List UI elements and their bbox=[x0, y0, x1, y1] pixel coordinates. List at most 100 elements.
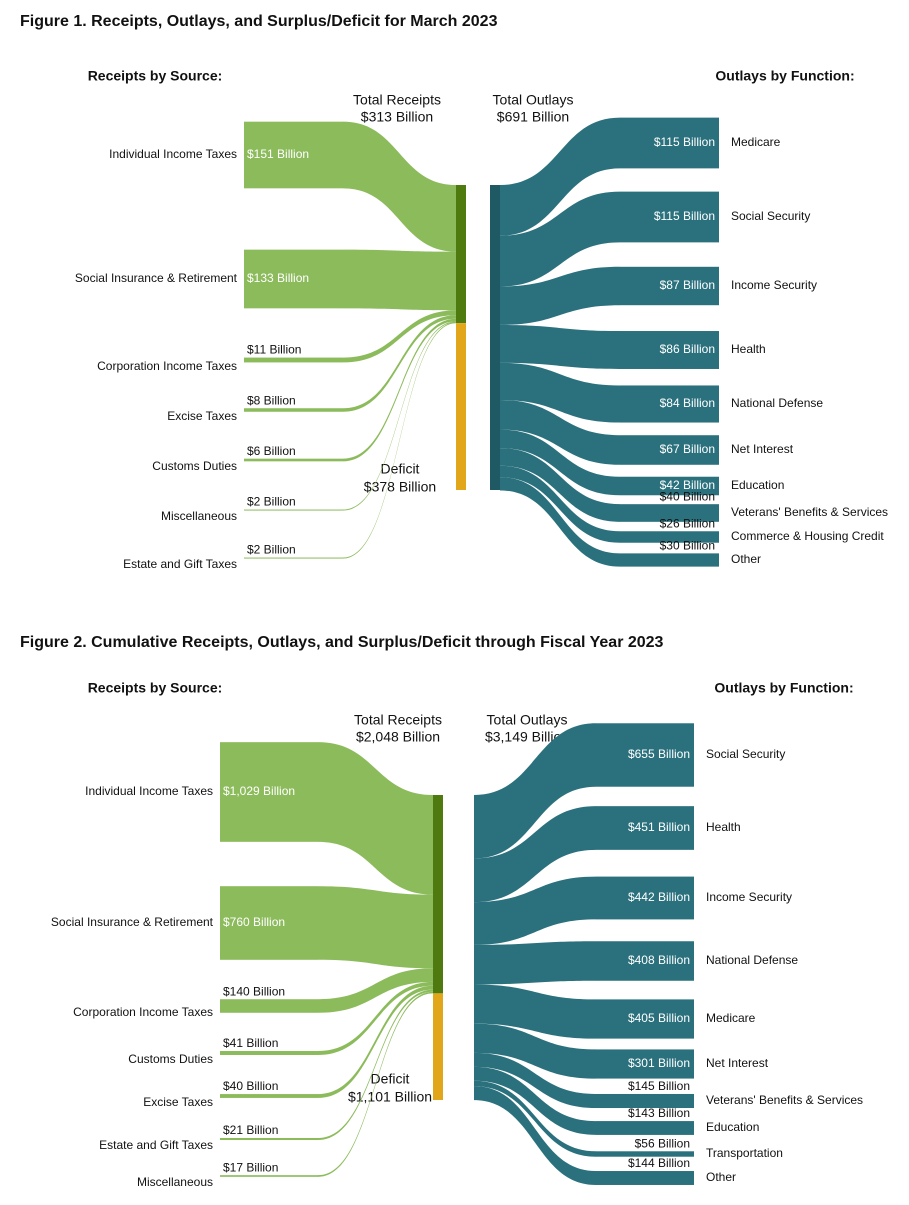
receipt-label: Estate and Gift Taxes bbox=[123, 557, 237, 571]
receipt-flow bbox=[318, 981, 433, 1055]
outlay-node bbox=[596, 941, 694, 981]
outlay-value-label: $301 Billion bbox=[628, 1056, 690, 1070]
receipt-label: Corporation Income Taxes bbox=[97, 359, 237, 373]
receipt-label: Miscellaneous bbox=[137, 1175, 213, 1189]
outlay-value-label: $84 Billion bbox=[660, 396, 715, 410]
total-receipts-bar bbox=[433, 795, 443, 994]
outlay-value-label: $408 Billion bbox=[628, 953, 690, 967]
outlay-label: Transportation bbox=[706, 1146, 783, 1160]
outlay-flow bbox=[474, 1023, 596, 1079]
outlay-flow bbox=[500, 266, 620, 325]
outlay-label: Social Security bbox=[731, 209, 810, 223]
receipt-label: Miscellaneous bbox=[161, 509, 237, 523]
receipt-flow bbox=[343, 121, 456, 252]
outlay-node bbox=[620, 385, 719, 423]
outlay-label: Education bbox=[731, 478, 784, 492]
total-receipts-label: Total Receipts bbox=[354, 712, 442, 728]
receipt-node bbox=[244, 249, 343, 309]
receipt-node bbox=[244, 458, 343, 462]
figure-title: Figure 2. Cumulative Receipts, Outlays, … bbox=[20, 634, 664, 651]
receipt-label: Customs Duties bbox=[128, 1052, 213, 1066]
receipt-value-label: $1,029 Billion bbox=[223, 784, 295, 798]
outlay-node bbox=[620, 553, 719, 567]
outlay-label: Medicare bbox=[731, 135, 781, 149]
receipt-node bbox=[220, 886, 318, 960]
receipt-flow bbox=[318, 742, 433, 895]
receipt-label: Individual Income Taxes bbox=[109, 147, 237, 161]
deficit-value: $378 Billion bbox=[364, 479, 436, 495]
outlay-flow bbox=[500, 362, 620, 423]
outlay-label: Medicare bbox=[706, 1011, 756, 1025]
total-outlays-label: Total Outlays bbox=[493, 92, 574, 108]
receipt-node bbox=[220, 1051, 318, 1055]
outlay-label: Commerce & Housing Credit bbox=[731, 529, 884, 543]
outlay-node bbox=[596, 1171, 694, 1185]
receipt-flow bbox=[318, 985, 433, 1098]
outlay-label: Veterans' Benefits & Services bbox=[731, 505, 888, 519]
receipt-node bbox=[220, 742, 318, 842]
outlay-label: Net Interest bbox=[731, 442, 794, 456]
outlay-value-label: $115 Billion bbox=[654, 135, 715, 149]
receipt-node bbox=[220, 1094, 318, 1098]
outlay-value-label: $405 Billion bbox=[628, 1011, 690, 1025]
receipt-label: Estate and Gift Taxes bbox=[99, 1138, 213, 1152]
outlay-value-label: $442 Billion bbox=[628, 890, 690, 904]
outlay-label: Other bbox=[731, 552, 761, 566]
outlay-node bbox=[620, 435, 719, 465]
total-outlays-label: Total Outlays bbox=[487, 712, 568, 728]
outlay-node bbox=[596, 1151, 694, 1157]
outlay-flow bbox=[474, 941, 596, 985]
outlay-node bbox=[620, 266, 719, 306]
total-receipts-value: $313 Billion bbox=[361, 109, 433, 125]
deficit-label: Deficit bbox=[381, 461, 420, 477]
receipt-label: Customs Duties bbox=[152, 459, 237, 473]
outlay-label: Health bbox=[706, 820, 741, 834]
outlay-node bbox=[596, 1093, 694, 1109]
receipt-flow bbox=[343, 310, 456, 363]
outlay-value-label: $26 Billion bbox=[660, 516, 715, 530]
receipt-label: Excise Taxes bbox=[143, 1095, 213, 1109]
outlay-label: National Defense bbox=[731, 396, 823, 410]
receipt-value-label: $140 Billion bbox=[223, 984, 285, 998]
outlays-heading: Outlays by Function: bbox=[715, 68, 854, 84]
outlay-label: Veterans' Benefits & Services bbox=[706, 1093, 863, 1107]
receipt-node bbox=[244, 557, 343, 559]
outlay-node bbox=[620, 331, 719, 369]
outlay-node bbox=[596, 999, 694, 1039]
outlay-flow bbox=[474, 1066, 596, 1135]
receipt-value-label: $2 Billion bbox=[247, 495, 296, 509]
deficit-label: Deficit bbox=[371, 1071, 410, 1087]
outlay-value-label: $30 Billion bbox=[660, 539, 715, 553]
outlay-value-label: $145 Billion bbox=[628, 1079, 690, 1093]
receipt-value-label: $41 Billion bbox=[223, 1036, 278, 1050]
receipt-flow bbox=[318, 989, 433, 1141]
outlay-node bbox=[620, 476, 719, 496]
receipt-flow bbox=[318, 968, 433, 1013]
outlay-label: Net Interest bbox=[706, 1056, 769, 1070]
receipt-label: Corporation Income Taxes bbox=[73, 1005, 213, 1019]
total-receipts-value: $2,048 Billion bbox=[356, 729, 440, 745]
outlay-node bbox=[596, 876, 694, 920]
receipt-value-label: $2 Billion bbox=[247, 543, 296, 557]
outlay-flow bbox=[474, 1086, 596, 1185]
outlay-flow bbox=[474, 984, 596, 1039]
receipt-value-label: $17 Billion bbox=[223, 1160, 278, 1174]
receipt-label: Social Insurance & Retirement bbox=[75, 271, 238, 285]
total-receipts-label: Total Receipts bbox=[353, 92, 441, 108]
outlay-value-label: $67 Billion bbox=[660, 442, 715, 456]
receipt-flow bbox=[343, 322, 456, 559]
total-receipts-bar bbox=[456, 185, 466, 324]
outlay-value-label: $144 Billion bbox=[628, 1156, 690, 1170]
total-outlays-value: $691 Billion bbox=[497, 109, 569, 125]
receipt-label: Individual Income Taxes bbox=[85, 784, 213, 798]
receipt-value-label: $40 Billion bbox=[223, 1079, 278, 1093]
outlay-value-label: $451 Billion bbox=[628, 820, 690, 834]
outlay-label: Income Security bbox=[706, 890, 792, 904]
outlay-flow bbox=[474, 723, 596, 859]
outlay-label: Health bbox=[731, 342, 766, 356]
receipt-node bbox=[220, 1175, 318, 1177]
figure-title: Figure 1. Receipts, Outlays, and Surplus… bbox=[20, 13, 498, 30]
outlay-flow bbox=[500, 324, 620, 369]
receipt-value-label: $11 Billion bbox=[247, 343, 301, 357]
outlay-node bbox=[620, 504, 719, 522]
